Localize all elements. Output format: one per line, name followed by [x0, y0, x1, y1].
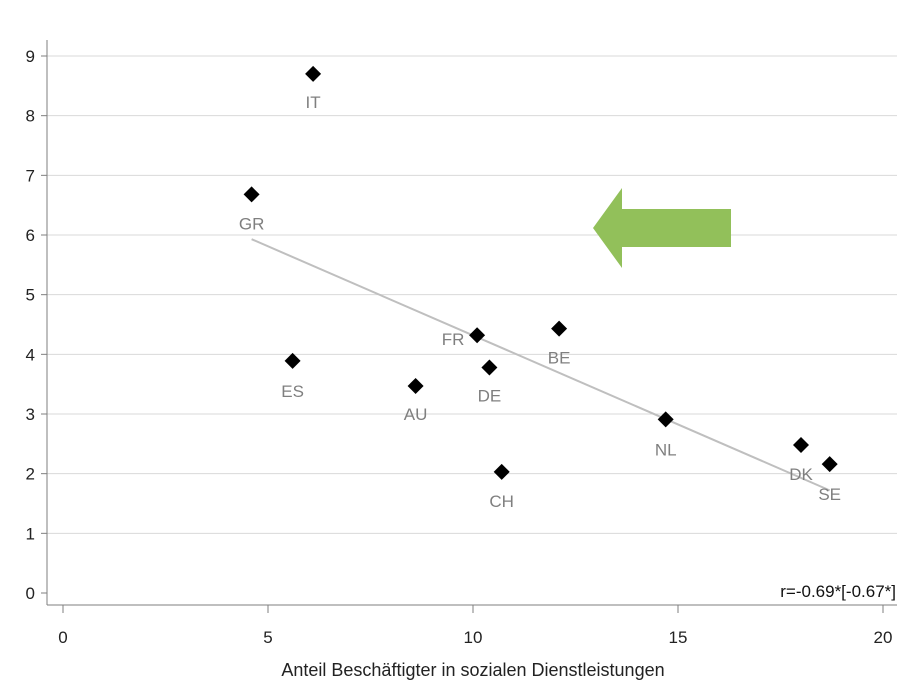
y-tick-label: 6 [26, 226, 35, 245]
data-point-ch [493, 463, 510, 480]
point-label-nl: NL [655, 440, 677, 459]
y-tick-labels: 0 1 2 3 4 5 6 7 8 9 [26, 47, 35, 603]
data-point-fr [469, 327, 486, 344]
x-tick-label: 20 [874, 628, 893, 647]
y-tick-label: 7 [26, 166, 35, 185]
point-label-au: AU [404, 405, 428, 424]
trend-line [251, 238, 831, 492]
data-point-it [305, 65, 322, 82]
point-label-es: ES [281, 382, 304, 401]
point-label-ch: CH [489, 492, 514, 511]
point-label-de: DE [478, 386, 502, 405]
data-point-be [551, 320, 568, 337]
left-arrow-icon [593, 188, 731, 268]
data-point-se [821, 456, 838, 473]
point-label-dk: DK [789, 465, 813, 484]
data-point-au [407, 377, 424, 394]
data-point-de [481, 359, 498, 376]
point-labels: IT GR ES AU FR DE BE CH NL DK SE [239, 93, 841, 511]
y-tick-label: 3 [26, 405, 35, 424]
data-point-dk [793, 437, 809, 454]
x-tick-label: 0 [58, 628, 67, 647]
data-points [243, 65, 838, 480]
y-tick-label: 0 [26, 584, 35, 603]
y-tick-label: 8 [26, 107, 35, 126]
x-tick-label: 5 [263, 628, 272, 647]
data-point-nl [657, 411, 674, 428]
data-point-gr [243, 186, 260, 203]
point-label-be: BE [548, 349, 571, 368]
y-tick-label: 5 [26, 286, 35, 305]
y-tick-label: 1 [26, 524, 35, 543]
grid-lines [47, 55, 897, 534]
correlation-annotation: r=-0.69*[-0.67*] [780, 582, 896, 601]
point-label-fr: FR [442, 330, 465, 349]
x-axis-title: Anteil Beschäftigter in sozialen Dienstl… [281, 660, 664, 680]
point-label-se: SE [818, 485, 841, 504]
data-point-es [284, 352, 301, 369]
x-tick-labels: 0 5 10 15 20 [58, 628, 892, 647]
y-tick-label: 9 [26, 47, 35, 66]
x-tick-label: 10 [464, 628, 483, 647]
x-tick-label: 15 [669, 628, 688, 647]
axes [41, 40, 897, 613]
y-tick-label: 2 [26, 465, 35, 484]
y-tick-label: 4 [26, 345, 35, 364]
point-label-gr: GR [239, 214, 265, 233]
point-label-it: IT [306, 93, 321, 112]
